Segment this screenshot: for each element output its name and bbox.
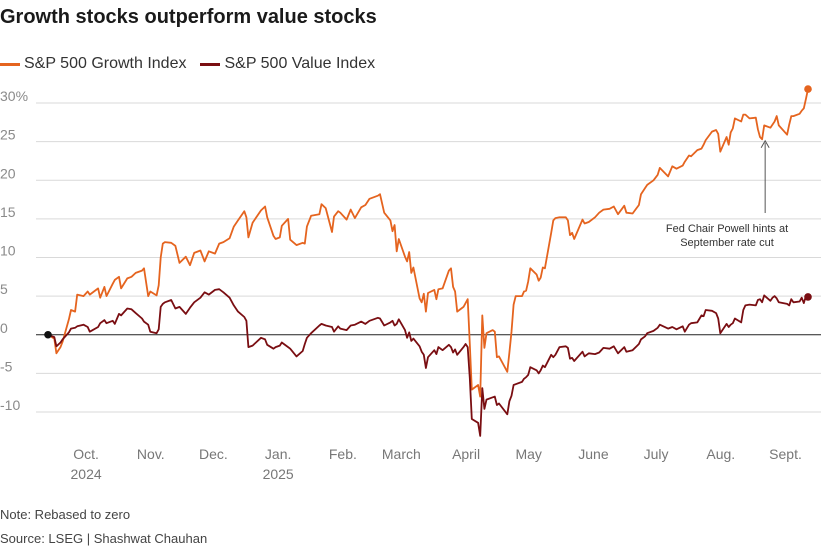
x-tick-label: March	[382, 446, 421, 462]
growth-series-line	[47, 88, 809, 398]
x-tick-sublabel: 2024	[71, 466, 102, 482]
legend-label-growth: S&P 500 Growth Index	[24, 55, 187, 72]
chart-note: Note: Rebased to zero	[0, 507, 131, 522]
y-tick-label: 20	[0, 165, 16, 181]
growth-end-point	[804, 85, 812, 93]
y-tick-label: 15	[0, 204, 16, 220]
x-tick-label: July	[644, 446, 669, 462]
x-tick-label: Nov.	[137, 446, 165, 462]
annotation-text: Fed Chair Powell hints at	[666, 223, 788, 235]
start-point-marker	[44, 330, 52, 339]
legend-item-growth: S&P 500 Growth Index	[0, 55, 186, 73]
x-tick-label: Oct.	[73, 446, 99, 462]
legend-swatch-growth	[0, 62, 20, 66]
x-tick-label: June	[578, 446, 609, 462]
y-tick-label: 10	[0, 243, 16, 259]
y-tick-label: -5	[0, 358, 13, 374]
x-tick-label: Feb.	[329, 446, 357, 462]
annotation-arrow-head	[760, 139, 770, 149]
x-tick-sublabel: 2025	[263, 466, 294, 482]
x-tick-label: Aug.	[706, 446, 735, 462]
legend-swatch-value	[200, 62, 221, 66]
annotation-text: September rate cut	[680, 237, 774, 249]
x-tick-label: April	[452, 446, 480, 462]
y-tick-label: 30%	[0, 88, 28, 104]
y-tick-label: 5	[0, 281, 8, 297]
value-end-point	[804, 293, 812, 301]
x-tick-label: Jan.	[265, 446, 291, 462]
x-tick-label: Sept.	[769, 446, 802, 462]
y-tick-label: -10	[0, 397, 20, 413]
x-tick-label: May	[515, 446, 541, 462]
legend-item-value: S&P 500 Value Index	[200, 55, 375, 73]
legend-label-value: S&P 500 Value Index	[224, 55, 376, 72]
x-tick-label: Dec.	[199, 446, 228, 462]
legend: S&P 500 Growth Index S&P 500 Value Index	[0, 54, 389, 74]
chart-source: Source: LSEG | Shashwat Chauhan	[0, 531, 208, 546]
y-tick-label: 25	[0, 127, 16, 143]
chart-title: Growth stocks outperform value stocks	[0, 6, 377, 28]
value-series-line	[47, 288, 809, 437]
y-tick-label: 0	[0, 320, 8, 336]
